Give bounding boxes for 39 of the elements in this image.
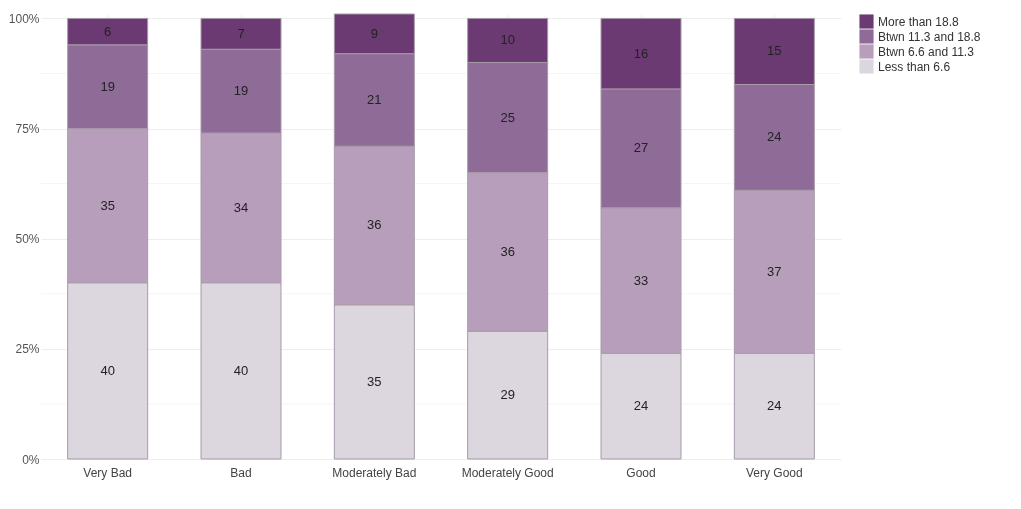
data-label: 6 — [104, 23, 112, 39]
x-tick-label: Bad — [230, 465, 252, 480]
data-label: 15 — [767, 43, 782, 59]
data-label: 34 — [233, 199, 249, 215]
legend-label: Less than 6.6 — [878, 59, 951, 74]
data-label: 9 — [370, 25, 378, 41]
data-label: 36 — [500, 243, 515, 259]
data-label: 24 — [767, 398, 782, 414]
x-tick-label: Very Good — [745, 465, 803, 480]
data-label: 37 — [767, 263, 782, 279]
y-tick-label: 50% — [15, 232, 40, 247]
data-label: 24 — [633, 398, 649, 414]
data-label: 21 — [367, 91, 382, 107]
y-tick-label: 25% — [15, 342, 40, 357]
data-label: 10 — [500, 32, 515, 48]
data-label: 36 — [367, 217, 382, 233]
legend-label: Btwn 6.6 and 11.3 — [878, 44, 975, 59]
data-label: 33 — [633, 272, 649, 288]
data-label: 40 — [233, 362, 249, 378]
x-tick-label: Very Bad — [83, 465, 133, 480]
y-tick-label: 0% — [22, 452, 40, 467]
x-tick-label: Moderately Good — [461, 465, 554, 480]
data-label: 19 — [233, 83, 249, 99]
data-label: 35 — [100, 197, 115, 213]
data-label: 24 — [767, 129, 782, 145]
data-label: 29 — [500, 387, 515, 403]
x-tick-label: Moderately Bad — [332, 465, 417, 480]
data-label: 27 — [633, 140, 649, 156]
y-tick-label: 100% — [8, 11, 40, 26]
y-tick-label: 75% — [15, 122, 40, 137]
data-label: 16 — [633, 45, 649, 61]
data-label: 40 — [100, 362, 115, 378]
data-label: 7 — [237, 25, 245, 41]
data-label: 19 — [100, 78, 115, 94]
data-label: 35 — [367, 373, 382, 389]
legend-label: Btwn 11.3 and 18.8 — [878, 29, 981, 44]
x-tick-label: Good — [626, 465, 656, 480]
data-label: 25 — [500, 109, 515, 125]
legend-label: More than 18.8 — [878, 14, 960, 29]
